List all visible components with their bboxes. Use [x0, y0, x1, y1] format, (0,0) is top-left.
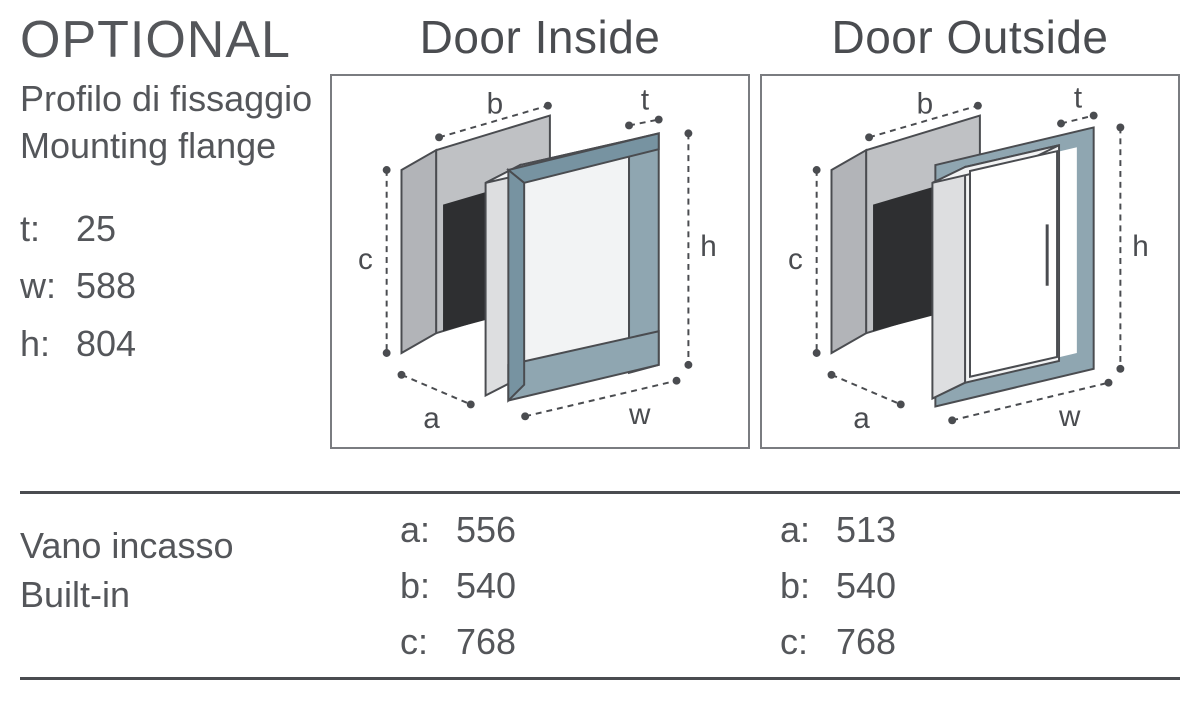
svg-text:b: b	[487, 88, 504, 121]
divider-bottom	[20, 677, 1180, 680]
dim-key-t: t:	[20, 200, 76, 258]
svg-text:h: h	[700, 230, 717, 263]
builtin-outside-dims: a:513 b:540 c:768	[780, 502, 1160, 669]
door-outside-title: Door Outside	[831, 10, 1108, 64]
builtin-row: Vano incasso Built-in a:556 b:540 c:768 …	[20, 498, 1180, 671]
subtitle-en: Mounting flange	[20, 123, 320, 170]
out-a-val: 513	[836, 502, 896, 558]
in-c-val: 768	[456, 614, 516, 670]
divider-top	[20, 491, 1180, 494]
builtin-label-it: Vano incasso	[20, 522, 400, 571]
svg-text:a: a	[853, 402, 870, 435]
in-a-key: a:	[400, 502, 456, 558]
dim-val-t: 25	[76, 200, 116, 258]
dim-val-w: 588	[76, 257, 136, 315]
in-b-val: 540	[456, 558, 516, 614]
door-outside-column: Door Outside	[760, 10, 1180, 449]
in-b-key: b:	[400, 558, 456, 614]
out-a-key: a:	[780, 502, 836, 558]
in-a-val: 556	[456, 502, 516, 558]
out-b-val: 540	[836, 558, 896, 614]
svg-text:a: a	[423, 402, 440, 435]
svg-text:c: c	[358, 243, 373, 276]
svg-text:b: b	[917, 88, 934, 121]
builtin-label-en: Built-in	[20, 571, 400, 620]
in-c-key: c:	[400, 614, 456, 670]
subtitle-it: Profilo di fissaggio	[20, 76, 320, 123]
out-b-key: b:	[780, 558, 836, 614]
door-outside-svg-icon: c a b t h w	[762, 76, 1178, 447]
svg-text:h: h	[1132, 230, 1149, 263]
dim-key-h: h:	[20, 315, 76, 373]
out-c-val: 768	[836, 614, 896, 670]
section-title: OPTIONAL	[20, 10, 320, 70]
svg-text:c: c	[788, 243, 803, 276]
door-inside-column: Door Inside	[330, 10, 750, 449]
fridge-body-icon	[932, 145, 1059, 398]
svg-text:t: t	[641, 84, 650, 117]
door-inside-title: Door Inside	[420, 10, 661, 64]
svg-text:w: w	[628, 398, 651, 431]
builtin-label: Vano incasso Built-in	[20, 502, 400, 619]
optional-column: OPTIONAL Profilo di fissaggio Mounting f…	[20, 10, 320, 372]
top-row: OPTIONAL Profilo di fissaggio Mounting f…	[20, 10, 1180, 485]
optional-dims: t:25 w:588 h:804	[20, 200, 320, 373]
door-inside-svg-icon: c a b t h w	[332, 76, 748, 447]
builtin-inside-dims: a:556 b:540 c:768	[400, 502, 780, 669]
svg-text:t: t	[1074, 82, 1083, 115]
svg-text:w: w	[1058, 400, 1081, 433]
dim-key-w: w:	[20, 257, 76, 315]
door-outside-diagram: c a b t h w	[760, 74, 1180, 449]
door-inside-diagram: c a b t h w	[330, 74, 750, 449]
dim-val-h: 804	[76, 315, 136, 373]
out-c-key: c:	[780, 614, 836, 670]
